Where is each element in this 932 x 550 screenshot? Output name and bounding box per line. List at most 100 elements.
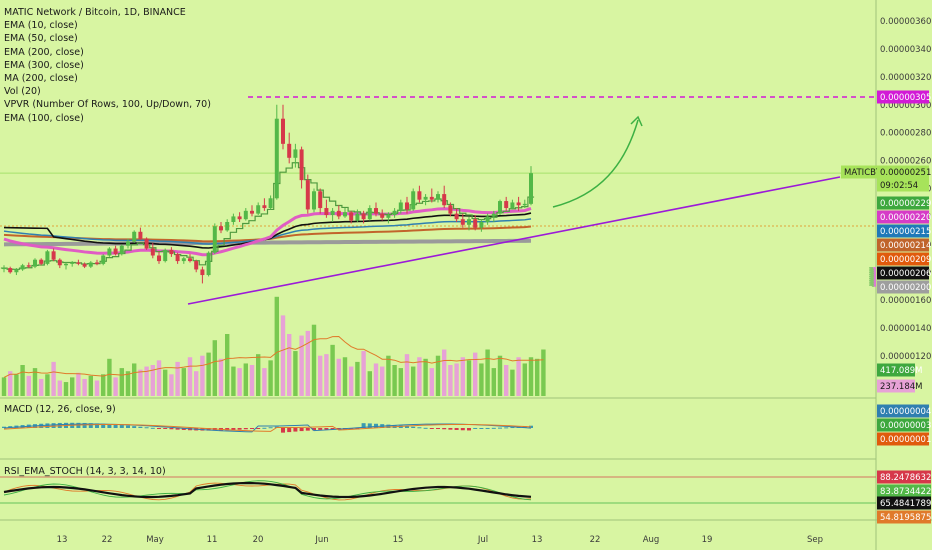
- candle-body[interactable]: [343, 212, 347, 217]
- candle-body[interactable]: [26, 265, 31, 267]
- candle-body[interactable]: [144, 238, 149, 249]
- candle-body[interactable]: [392, 210, 397, 216]
- volume-badge[interactable]: 237.184M: [877, 379, 922, 393]
- indicator-ema300[interactable]: EMA (300, close): [4, 59, 84, 71]
- candle-body[interactable]: [8, 268, 13, 273]
- candle-body[interactable]: [405, 202, 409, 210]
- rsi-badge[interactable]: 88.24786325: [877, 470, 932, 484]
- price-label-badge[interactable]: 0.00000206: [877, 266, 931, 280]
- candle-body[interactable]: [150, 248, 155, 256]
- candle-body[interactable]: [349, 212, 354, 221]
- candle-body[interactable]: [522, 203, 527, 206]
- candle-body[interactable]: [299, 149, 304, 181]
- price-axis[interactable]: 0.00000360 0.00000340 0.00000320 0.00000300…: [841, 17, 932, 524]
- candlesticks[interactable]: [2, 104, 533, 284]
- indicator-vpvr[interactable]: VPVR (Number Of Rows, 100, Up/Down, 70): [4, 99, 211, 111]
- candle-body[interactable]: [45, 251, 50, 264]
- candle-body[interactable]: [219, 226, 223, 231]
- price-label-badge[interactable]: 0.00000229: [877, 196, 931, 210]
- last-price-badge[interactable]: 0.00000251: [877, 165, 931, 179]
- candle-body[interactable]: [163, 249, 168, 262]
- candle-body[interactable]: [169, 249, 174, 255]
- indicator-ma200[interactable]: MA (200, close): [4, 73, 78, 85]
- time-axis[interactable]: 13 22 May 11 20 Jun 15 Jul 13 22 Aug 19 Sep: [57, 535, 823, 545]
- candle-body[interactable]: [95, 262, 99, 264]
- rsi-badge[interactable]: 65.48417891: [877, 496, 932, 510]
- candle-body[interactable]: [460, 219, 465, 225]
- candle-body[interactable]: [88, 262, 93, 267]
- macd-label[interactable]: MACD (12, 26, close, 9): [4, 404, 116, 415]
- candle-body[interactable]: [374, 208, 378, 214]
- candle-body[interactable]: [181, 258, 186, 262]
- price-label-badge[interactable]: 0.00000200: [877, 280, 931, 294]
- candle-body[interactable]: [262, 205, 267, 209]
- candle-body[interactable]: [206, 252, 211, 276]
- candle-body[interactable]: [126, 241, 130, 246]
- price-label-badge[interactable]: 09:02:54: [877, 178, 929, 192]
- candle-body[interactable]: [367, 208, 372, 220]
- candle-body[interactable]: [293, 149, 298, 158]
- target-price-badge[interactable]: 0.00000305: [877, 90, 931, 104]
- indicator-ema200[interactable]: EMA (200, close): [4, 46, 84, 58]
- candle-body[interactable]: [101, 255, 106, 264]
- indicator-ema50[interactable]: EMA (50, close): [4, 33, 78, 45]
- candle-body[interactable]: [281, 118, 285, 144]
- projection-arrow[interactable]: [552, 119, 639, 208]
- candle-body[interactable]: [436, 194, 440, 200]
- candle-body[interactable]: [14, 269, 19, 273]
- candle-body[interactable]: [82, 263, 87, 267]
- candle-body[interactable]: [411, 191, 416, 210]
- candle-body[interactable]: [429, 196, 434, 200]
- candle-body[interactable]: [20, 265, 25, 270]
- rsi-label[interactable]: RSI_EMA_STOCH (14, 3, 3, 14, 10): [4, 466, 166, 477]
- candle-body[interactable]: [231, 216, 236, 222]
- indicator-ema100[interactable]: EMA (100, close): [4, 112, 84, 124]
- candle-body[interactable]: [398, 202, 403, 211]
- candle-body[interactable]: [312, 191, 316, 210]
- candle-body[interactable]: [318, 191, 323, 209]
- candle-body[interactable]: [423, 196, 428, 200]
- candle-body[interactable]: [250, 210, 254, 214]
- price-label-badge[interactable]: 0.00000215: [877, 224, 931, 238]
- candle-body[interactable]: [212, 226, 217, 253]
- rsi-pane[interactable]: [0, 476, 876, 504]
- candle-body[interactable]: [504, 201, 509, 209]
- candle-body[interactable]: [330, 210, 335, 216]
- candle-body[interactable]: [448, 205, 453, 214]
- candle-body[interactable]: [188, 258, 192, 262]
- rsi-badge[interactable]: 54.81958756: [877, 510, 932, 524]
- candle-body[interactable]: [336, 210, 341, 217]
- candle-body[interactable]: [76, 262, 81, 264]
- candle-body[interactable]: [454, 213, 459, 220]
- candle-body[interactable]: [305, 180, 310, 210]
- rsi-badge[interactable]: 83.87344221: [877, 484, 932, 498]
- candle-body[interactable]: [132, 231, 137, 242]
- candle-body[interactable]: [324, 208, 329, 216]
- candle-body[interactable]: [386, 215, 391, 218]
- candle-body[interactable]: [175, 254, 180, 262]
- candle-body[interactable]: [194, 261, 199, 270]
- candle-body[interactable]: [361, 213, 366, 220]
- candle-body[interactable]: [473, 219, 478, 228]
- candle-body[interactable]: [529, 173, 533, 204]
- candle-body[interactable]: [39, 259, 44, 264]
- price-label-badge[interactable]: 0.00000214: [877, 238, 931, 252]
- price-label-badge[interactable]: 0.00000220: [877, 210, 931, 224]
- candle-body[interactable]: [491, 213, 496, 217]
- candle-body[interactable]: [237, 216, 242, 220]
- candle-body[interactable]: [467, 219, 471, 225]
- candle-body[interactable]: [33, 259, 37, 267]
- trendline[interactable]: [187, 176, 841, 305]
- candle-body[interactable]: [380, 213, 385, 218]
- candle-body[interactable]: [256, 205, 261, 214]
- candle-body[interactable]: [516, 202, 521, 206]
- macd-badge[interactable]: 0.00000001: [877, 432, 931, 446]
- candle-body[interactable]: [510, 202, 515, 209]
- candle-body[interactable]: [138, 231, 143, 239]
- candle-body[interactable]: [64, 263, 68, 266]
- candle-body[interactable]: [2, 268, 6, 270]
- macd-badge[interactable]: 0.00000003: [877, 418, 931, 432]
- candle-body[interactable]: [268, 198, 273, 209]
- arrow-head[interactable]: [630, 115, 643, 127]
